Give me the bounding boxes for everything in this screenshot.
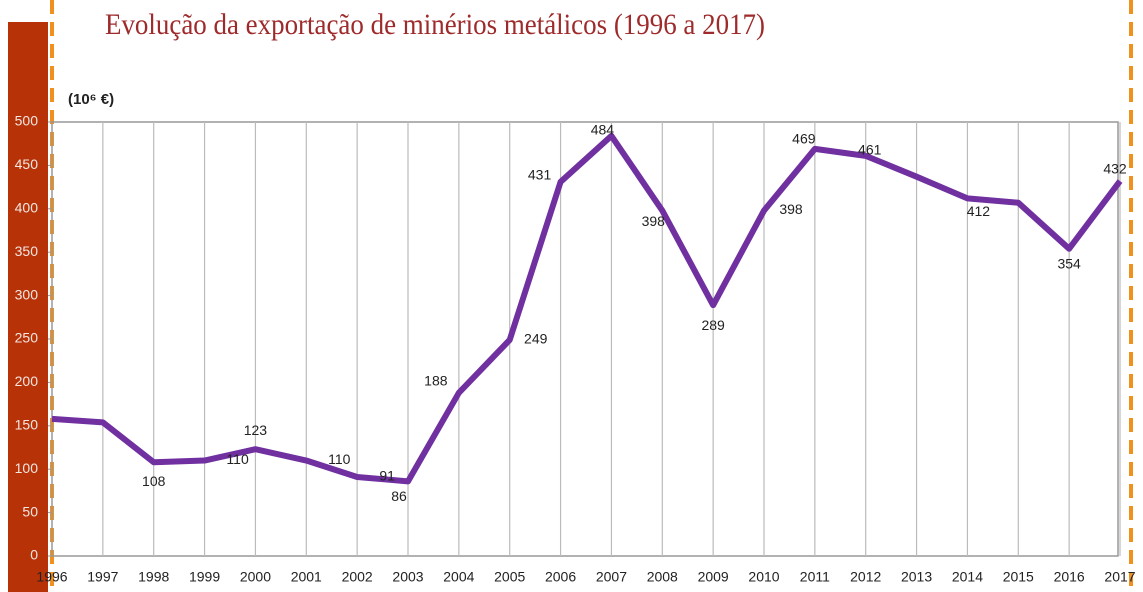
y-tick-label: 200 — [15, 373, 39, 389]
y-tick-label: 250 — [15, 330, 39, 346]
data-line — [51, 132, 1123, 485]
data-label: 249 — [524, 331, 548, 347]
x-tick-label: 2015 — [1003, 569, 1034, 585]
data-label: 412 — [967, 203, 991, 219]
data-label: 432 — [1103, 161, 1127, 177]
y-tick-label: 50 — [22, 503, 38, 519]
data-label: 484 — [591, 122, 615, 138]
data-label: 289 — [701, 317, 725, 333]
data-label: 108 — [142, 473, 166, 489]
x-tick-label: 1999 — [189, 569, 220, 585]
y-axis-label: (10⁶ €) — [68, 91, 114, 108]
y-tick-label: 350 — [15, 243, 39, 259]
x-tick-label: 2007 — [596, 569, 627, 585]
y-tick-label: 300 — [15, 286, 39, 302]
data-label: 469 — [792, 131, 816, 147]
x-tick-label: 2005 — [494, 569, 525, 585]
x-tick-label: 2014 — [952, 569, 983, 585]
x-tick-label: 2013 — [901, 569, 932, 585]
plot-area — [51, 121, 1119, 557]
x-tick-label: 2009 — [698, 569, 729, 585]
data-label: 398 — [642, 213, 666, 229]
y-tick-label: 400 — [15, 200, 39, 216]
data-label: 398 — [779, 201, 803, 217]
x-tick-label: 2006 — [545, 569, 576, 585]
x-tick-label: 2012 — [850, 569, 881, 585]
y-tick-label: 100 — [15, 460, 39, 476]
data-label: 123 — [244, 422, 268, 438]
x-tick-label: 2001 — [291, 569, 322, 585]
y-tick-label: 450 — [15, 156, 39, 172]
data-label: 431 — [528, 167, 552, 183]
side-band — [8, 22, 48, 592]
data-label: 110 — [328, 451, 351, 467]
x-tick-label: 2017 — [1104, 569, 1135, 585]
data-label: 354 — [1057, 255, 1081, 271]
y-tick-label: 150 — [15, 417, 39, 433]
chart-title: Evolução da exportação de minérios metál… — [105, 8, 765, 41]
x-tick-label: 2011 — [800, 569, 830, 585]
data-label: 110 — [226, 451, 249, 467]
x-tick-label: 1998 — [138, 569, 169, 585]
x-tick-label: 2016 — [1054, 569, 1085, 585]
data-label: 188 — [424, 373, 448, 389]
x-tick-label: 2003 — [392, 569, 423, 585]
x-tick-label: 1997 — [87, 569, 118, 585]
x-tick-label: 2008 — [647, 569, 678, 585]
x-tick-label: 2002 — [342, 569, 373, 585]
x-tick-label: 2004 — [443, 569, 474, 585]
y-tick-label: 0 — [30, 547, 38, 563]
x-tick-label: 2010 — [748, 569, 779, 585]
data-label: 86 — [391, 488, 407, 504]
data-label: 91 — [379, 468, 395, 484]
x-tick-label: 2000 — [240, 569, 271, 585]
y-tick-label: 500 — [15, 113, 39, 129]
x-tick-label: 1996 — [36, 569, 67, 585]
data-label: 461 — [858, 142, 882, 158]
